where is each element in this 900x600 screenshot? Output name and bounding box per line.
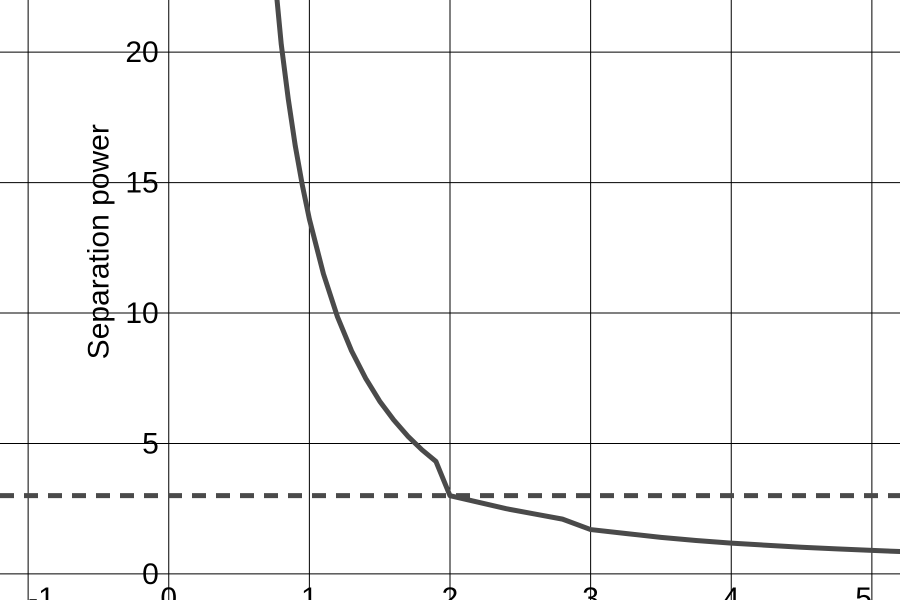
separation-power-chart: -101234505101520Momentum (GeV/c)Separati…: [0, 0, 900, 600]
y-tick-label: 20: [125, 36, 158, 69]
y-axis-label: Separation power: [83, 124, 116, 359]
y-tick-label: 15: [125, 167, 158, 200]
x-tick-label: 4: [723, 582, 740, 600]
y-tick-label: 10: [125, 297, 158, 330]
x-tick-label: 0: [160, 582, 177, 600]
x-tick-label: -1: [28, 582, 55, 600]
x-tick-label: 3: [582, 582, 599, 600]
x-tick-label: 1: [301, 582, 318, 600]
y-tick-label: 5: [142, 427, 159, 460]
x-tick-label: 5: [855, 582, 872, 600]
x-tick-label: 2: [442, 582, 459, 600]
y-tick-label: 0: [142, 558, 159, 591]
